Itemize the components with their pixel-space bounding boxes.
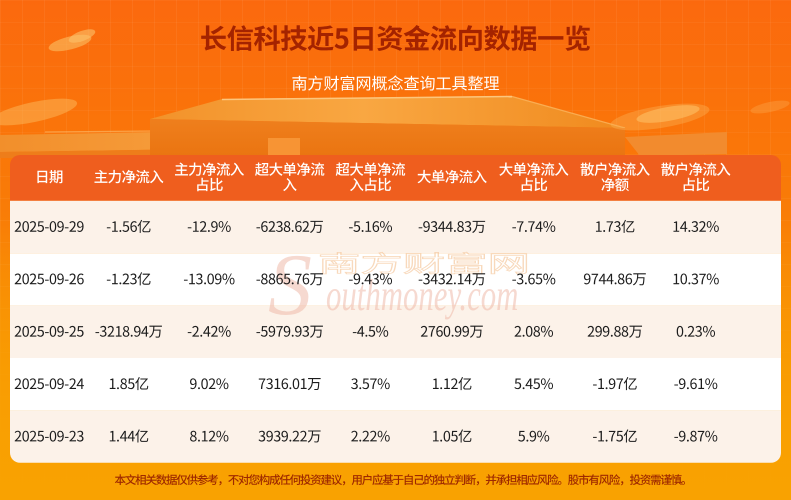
svg-text:S: S — [268, 237, 312, 334]
